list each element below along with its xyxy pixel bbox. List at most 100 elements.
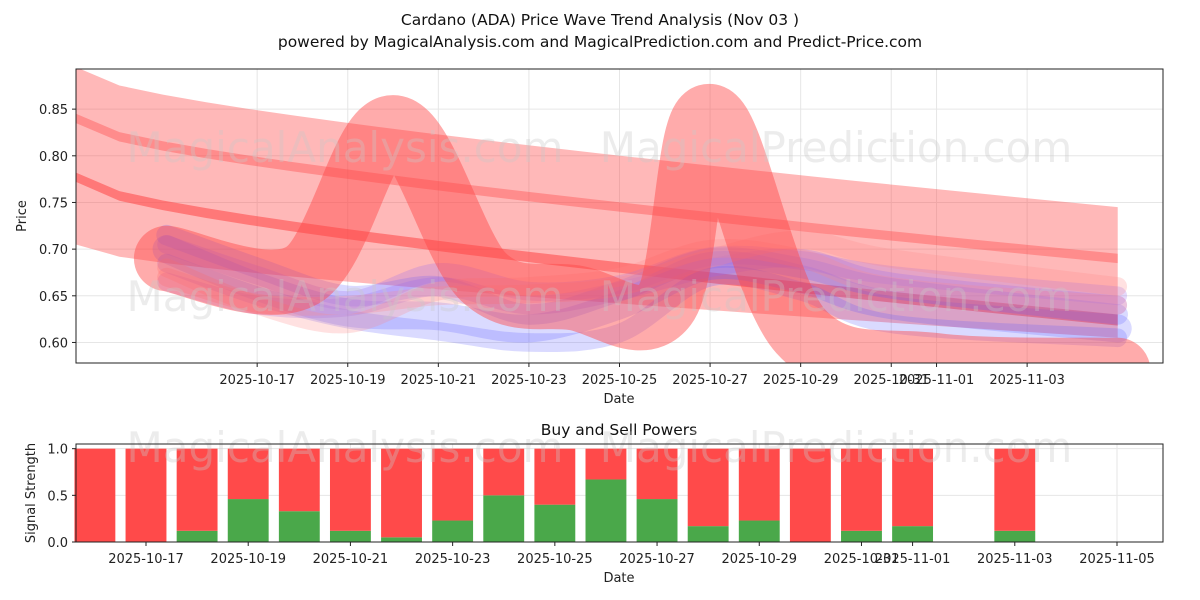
watermark-analysis: MagicalAnalysis.com [127, 272, 564, 321]
watermark-prediction: MagicalPrediction.com [600, 272, 1073, 321]
watermark-analysis: MagicalAnalysis.com [127, 423, 564, 472]
x-tick-label: 2025-10-31 [824, 552, 900, 567]
chart-title: Cardano (ADA) Price Wave Trend Analysis … [401, 11, 799, 29]
x-tick-label: 2025-10-17 [219, 373, 295, 388]
signal-y-axis: 0.0 0.5 1.0 [47, 443, 76, 551]
sell-bar [278, 448, 320, 512]
y-tick-label: 0.80 [39, 150, 68, 165]
y-tick-label: 0.65 [39, 290, 68, 305]
y-tick-label: 0.75 [39, 196, 68, 211]
x-tick-label: 2025-11-03 [977, 552, 1053, 567]
sell-bar [483, 448, 525, 496]
buy-bar [329, 530, 371, 542]
x-tick-label: 2025-10-23 [415, 552, 491, 567]
y-tick-label: 0.85 [39, 103, 68, 118]
sell-bar [125, 448, 167, 542]
buy-bar [841, 530, 882, 542]
buy-bar [994, 530, 1036, 542]
sell-bar [381, 448, 422, 538]
x-tick-label: 2025-11-01 [875, 552, 951, 567]
x-tick-label: 2025-10-25 [582, 373, 658, 388]
blue-wave-band [156, 224, 1128, 325]
sell-bar [329, 448, 371, 531]
price-bands [76, 69, 1150, 363]
price-grid [76, 69, 1163, 363]
x-tick-label: 2025-10-17 [108, 552, 184, 567]
signal-x-label: Date [603, 571, 634, 586]
buy-bar [381, 537, 422, 542]
x-tick-label: 2025-10-29 [763, 373, 839, 388]
y-tick-label: 0.60 [39, 336, 68, 351]
red-wave-band [133, 83, 1150, 363]
x-tick-label: 2025-10-27 [672, 373, 748, 388]
signal-title: Buy and Sell Powers [541, 421, 698, 439]
x-tick-label: 2025-10-19 [310, 373, 386, 388]
price-y-label: Price [15, 200, 30, 232]
blue-wave-band [152, 235, 1132, 343]
price-x-axis: 2025-10-17 2025-10-19 2025-10-21 2025-10-23… [219, 363, 1065, 388]
sell-bar [841, 448, 882, 531]
signal-watermarks: MagicalAnalysis.com MagicalPrediction.co… [127, 423, 1073, 472]
buy-bar [176, 530, 218, 542]
price-watermarks: MagicalAnalysis.com MagicalPrediction.co… [127, 123, 1073, 321]
x-tick-label: 2025-11-05 [1079, 552, 1155, 567]
sell-bar [432, 448, 474, 521]
x-tick-label: 2025-10-25 [517, 552, 593, 567]
x-tick-label: 2025-10-27 [619, 552, 695, 567]
y-tick-label: 0.5 [47, 489, 68, 504]
buy-bar [278, 511, 320, 542]
buy-bar [534, 504, 576, 542]
price-x-label: Date [603, 392, 634, 407]
buy-bar [892, 526, 934, 542]
signal-axes-frame [75, 443, 1164, 543]
y-tick-label: 0.70 [39, 243, 68, 258]
buy-bar [687, 526, 729, 542]
sell-bar [176, 448, 218, 531]
sell-bar [74, 448, 116, 542]
sell-bar [789, 448, 831, 542]
x-tick-label: 2025-11-01 [899, 373, 975, 388]
red-trend-band [76, 113, 1118, 338]
signal-y-label: Signal Strength [24, 443, 39, 543]
sell-bar [636, 448, 678, 500]
signal-bars [74, 448, 1036, 542]
sell-bar [585, 448, 627, 480]
pink-wave-band [157, 238, 1128, 334]
sell-bar [687, 448, 729, 527]
price-y-axis: 0.60 0.65 0.70 0.75 0.80 0.85 [39, 103, 76, 351]
sell-bar [892, 448, 934, 527]
buy-bar [636, 499, 678, 542]
y-tick-label: 0.0 [47, 536, 68, 551]
x-tick-label: 2025-10-23 [491, 373, 567, 388]
pink-wave-band [157, 230, 1128, 316]
buy-bar [585, 479, 627, 542]
sell-bar [534, 448, 576, 505]
watermark-analysis: MagicalAnalysis.com [127, 123, 564, 172]
sell-bar [738, 448, 780, 521]
sell-bar [994, 448, 1036, 531]
watermark-prediction: MagicalPrediction.com [600, 423, 1073, 472]
x-tick-label: 2025-10-21 [401, 373, 477, 388]
buy-bar [432, 520, 474, 542]
y-tick-label: 1.0 [47, 443, 68, 458]
signal-panel: Buy and Sell Powers MagicalAnalysis.com … [24, 421, 1164, 586]
buy-bar [738, 520, 780, 542]
sell-bar [227, 448, 269, 500]
buy-bar [227, 499, 269, 542]
purple-wave-band [157, 235, 1128, 310]
red-trend-band [76, 69, 1118, 264]
purple-wave-band [157, 248, 1128, 319]
x-tick-label: 2025-10-21 [313, 552, 389, 567]
x-tick-label: 2025-10-31 [853, 373, 929, 388]
x-tick-label: 2025-11-03 [989, 373, 1065, 388]
blue-wave-band [157, 253, 1128, 352]
watermark-prediction: MagicalPrediction.com [600, 123, 1073, 172]
signal-x-axis: 2025-10-17 2025-10-19 2025-10-21 2025-10-23… [108, 542, 1155, 567]
red-trend-band [76, 172, 1118, 326]
x-tick-label: 2025-10-29 [721, 552, 797, 567]
buy-bar [483, 495, 525, 542]
price-panel: MagicalAnalysis.com MagicalPrediction.co… [15, 68, 1164, 407]
chart-subtitle: powered by MagicalAnalysis.com and Magic… [278, 33, 922, 51]
x-tick-label: 2025-10-19 [210, 552, 286, 567]
